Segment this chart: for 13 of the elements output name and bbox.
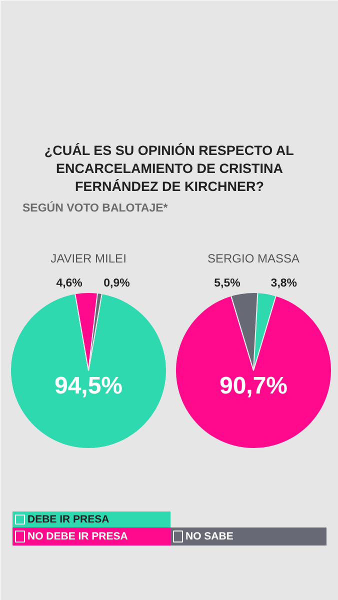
data-label: 3,8% — [270, 278, 298, 290]
data-label: 5,5% — [214, 278, 240, 290]
data-label: 90,7% — [219, 372, 288, 400]
data-label: 4,6% — [56, 278, 82, 290]
legend-label: NO DEBE IR PRESA — [28, 530, 128, 542]
chart-title: SERGIO MASSA — [207, 252, 300, 266]
legend-label: NO SABE — [186, 530, 234, 542]
chart-title: JAVIER MILEI — [50, 252, 126, 266]
data-label: 94,5% — [54, 372, 123, 400]
text: ¿CUÁL ES SU OPINIÓN RESPECTO AL ENCARCELAMIENTO DE CRISTINA FERNÁNDEZ DE KIRCHNER? — [44, 143, 294, 194]
text: SEGÚN VOTO BALOTAJE* — [22, 200, 168, 214]
data-label: 0,9% — [104, 278, 130, 290]
legend-label: DEBE IR PRESA — [28, 514, 110, 526]
